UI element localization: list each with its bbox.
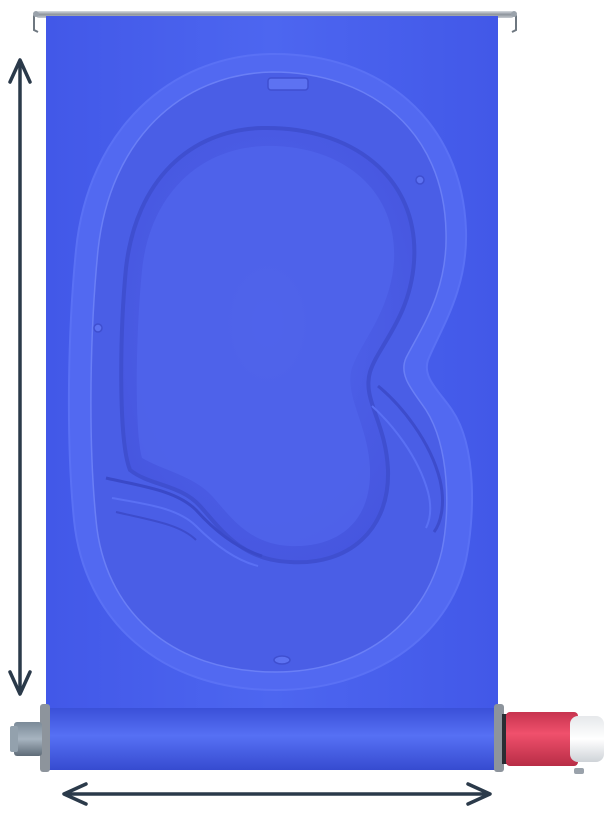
skimmer [267, 77, 309, 91]
roller-left-cap [10, 722, 42, 756]
roller-motor [502, 712, 604, 774]
pool-bench [377, 384, 444, 533]
drain [273, 655, 291, 665]
wall-fitting [93, 323, 103, 333]
horizontal-double-arrow-icon [62, 782, 492, 806]
vertical-double-arrow-icon [8, 58, 32, 696]
wall-fitting [415, 175, 425, 185]
pool-basin-floor [136, 145, 395, 547]
cover-roller [40, 704, 504, 772]
pool-steps [105, 476, 263, 558]
